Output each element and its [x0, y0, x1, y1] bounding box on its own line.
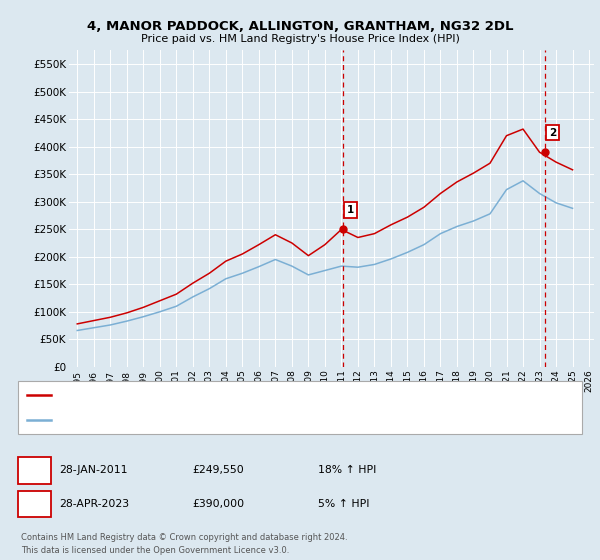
Text: Price paid vs. HM Land Registry's House Price Index (HPI): Price paid vs. HM Land Registry's House …	[140, 34, 460, 44]
Text: £249,550: £249,550	[192, 465, 244, 475]
Text: Contains HM Land Registry data © Crown copyright and database right 2024.: Contains HM Land Registry data © Crown c…	[21, 533, 347, 542]
Text: 4, MANOR PADDOCK, ALLINGTON, GRANTHAM, NG32 2DL (detached house): 4, MANOR PADDOCK, ALLINGTON, GRANTHAM, N…	[56, 390, 433, 400]
Text: 28-APR-2023: 28-APR-2023	[59, 499, 129, 509]
Text: 1: 1	[31, 465, 38, 475]
Text: 4, MANOR PADDOCK, ALLINGTON, GRANTHAM, NG32 2DL: 4, MANOR PADDOCK, ALLINGTON, GRANTHAM, N…	[87, 20, 513, 32]
Text: 28-JAN-2011: 28-JAN-2011	[59, 465, 127, 475]
Text: 2: 2	[31, 499, 38, 509]
Text: 5% ↑ HPI: 5% ↑ HPI	[318, 499, 370, 509]
Text: 18% ↑ HPI: 18% ↑ HPI	[318, 465, 376, 475]
Text: 2: 2	[549, 128, 556, 138]
Text: £390,000: £390,000	[192, 499, 244, 509]
Text: This data is licensed under the Open Government Licence v3.0.: This data is licensed under the Open Gov…	[21, 546, 289, 555]
Text: HPI: Average price, detached house, South Kesteven: HPI: Average price, detached house, Sout…	[56, 414, 318, 424]
Text: 1: 1	[347, 205, 354, 215]
